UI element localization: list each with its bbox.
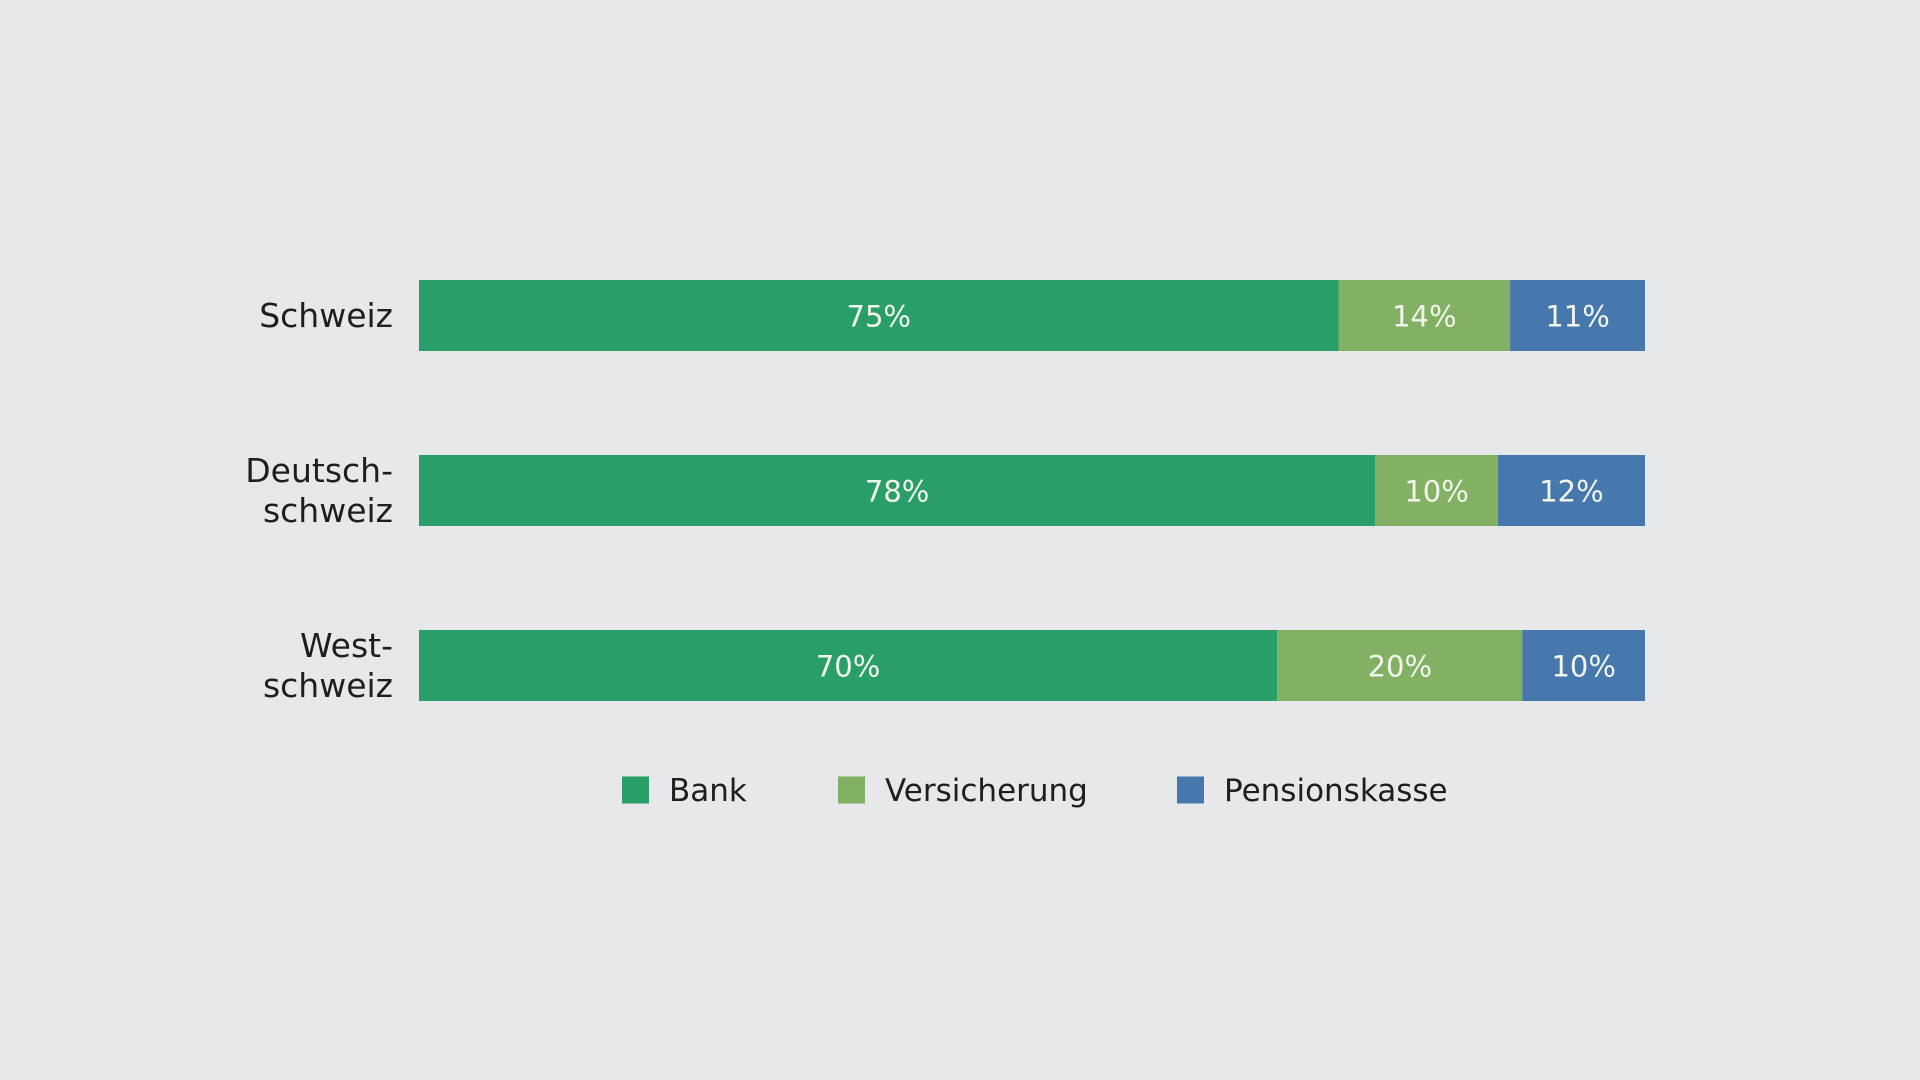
data-label: 10% (1404, 475, 1468, 509)
legend-swatch (838, 776, 865, 804)
bar-segment-bank (419, 280, 1339, 351)
data-label: 12% (1539, 475, 1603, 509)
legend-label: Pensionskasse (1224, 773, 1448, 809)
bar-segment-versicherung (1338, 280, 1511, 351)
data-label: 11% (1545, 300, 1609, 334)
category-label: West- (300, 626, 393, 665)
legend: Bank Versicherung Pensionskasse (622, 773, 1448, 809)
legend-label: Versicherung (885, 773, 1088, 809)
category-label: schweiz (263, 491, 393, 530)
bar-segment-versicherung (1277, 630, 1523, 701)
data-label: 78% (865, 475, 929, 509)
bar-segment-bank (419, 455, 1376, 526)
data-label: 14% (1392, 300, 1456, 334)
data-label: 20% (1368, 650, 1432, 684)
legend-swatch (622, 776, 649, 804)
data-label: 70% (816, 650, 880, 684)
legend-item-bank: Bank (622, 773, 747, 809)
data-label: 75% (847, 300, 911, 334)
legend-item-pensionskasse: Pensionskasse (1177, 773, 1448, 809)
bar-segment-versicherung (1375, 455, 1498, 526)
category-label: schweiz (263, 666, 393, 705)
bar-segment-pensionskasse (1497, 455, 1645, 526)
bar-segment-pensionskasse (1510, 280, 1645, 351)
legend-item-versicherung: Versicherung (838, 773, 1088, 809)
legend-label: Bank (669, 773, 747, 809)
bar-segment-pensionskasse (1522, 630, 1645, 701)
legend-swatch (1177, 776, 1204, 804)
category-label: Deutsch- (245, 451, 393, 490)
bar-segment-bank (419, 630, 1278, 701)
data-label: 10% (1551, 650, 1615, 684)
category-label: Schweiz (259, 296, 393, 335)
bars: 75% 14% 11% 78% 10% 12% 70% 20% 10% (419, 280, 1645, 701)
